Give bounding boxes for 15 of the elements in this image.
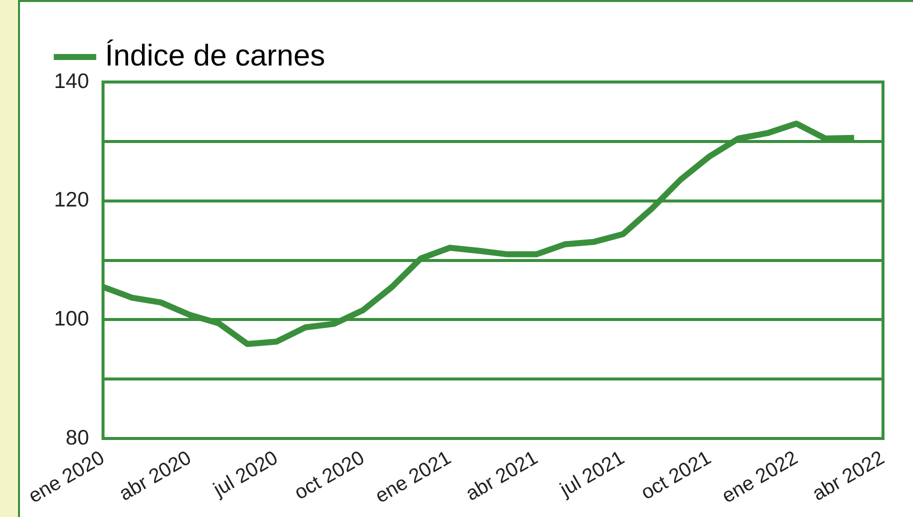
- x-tick-label: oct 2021: [637, 446, 715, 504]
- x-tick-label: oct 2020: [290, 446, 368, 504]
- x-tick-label: ene 2022: [718, 446, 802, 508]
- x-tick-label: jul 2020: [209, 446, 282, 502]
- legend-label: Índice de carnes: [105, 38, 326, 72]
- y-tick-label: 120: [54, 188, 90, 212]
- x-tick-label: abr 2021: [462, 446, 542, 506]
- x-tick-label: ene 2020: [25, 446, 108, 508]
- x-tick-label: abr 2020: [116, 446, 195, 506]
- x-tick-label: abr 2022: [808, 446, 888, 506]
- x-tick-label: ene 2021: [372, 446, 455, 508]
- y-tick-label: 140: [54, 70, 90, 93]
- y-tick-label: 80: [66, 426, 90, 450]
- y-tick-label: 100: [54, 307, 90, 330]
- x-tick-label: jul 2021: [556, 446, 628, 502]
